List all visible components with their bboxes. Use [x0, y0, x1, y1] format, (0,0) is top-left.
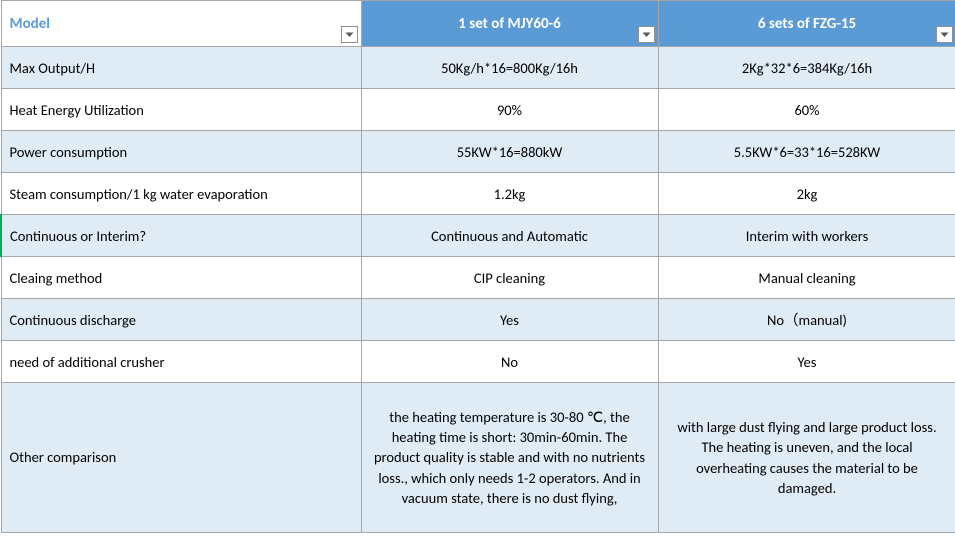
comparison-table: Model 1 set of MJY60-6 6 sets of FZG-15 … [0, 0, 955, 533]
row-label: Cleaing method [1, 257, 361, 299]
row-label: Heat Energy Utilization [1, 89, 361, 131]
row-value-fzg: 2Kg*32*6=384Kg/16h [658, 47, 955, 89]
row-label: Max Output/H [1, 47, 361, 89]
row-value-fzg: 5.5KW*6=33*16=528KW [658, 131, 955, 173]
table-row: Power consumption55KW*16=880kW5.5KW*6=33… [1, 131, 955, 173]
row-value-fzg: Manual cleaning [658, 257, 955, 299]
chevron-down-icon [940, 32, 949, 38]
table-row: Heat Energy Utilization90%60% [1, 89, 955, 131]
row-value-mjy: Yes [361, 299, 658, 341]
row-value-fzg: with large dust flying and large product… [658, 383, 955, 533]
filter-button-fzg[interactable] [936, 26, 953, 43]
header-mjy: 1 set of MJY60-6 [361, 1, 658, 47]
row-value-fzg: Interim with workers [658, 215, 955, 257]
table-header-row: Model 1 set of MJY60-6 6 sets of FZG-15 [1, 1, 955, 47]
row-value-fzg: No（manual) [658, 299, 955, 341]
row-value-mjy: 50Kg/h*16=800Kg/16h [361, 47, 658, 89]
filter-button-model[interactable] [341, 26, 358, 43]
row-label: Continuous or Interim? [1, 215, 361, 257]
header-model: Model [1, 1, 361, 47]
row-label: Power consumption [1, 131, 361, 173]
table-row: Continuous dischargeYesNo（manual) [1, 299, 955, 341]
row-value-mjy: the heating temperature is 30-80 ℃, the … [361, 383, 658, 533]
row-value-fzg: 60% [658, 89, 955, 131]
header-mjy-label: 1 set of MJY60-6 [458, 15, 561, 33]
row-value-fzg: 2kg [658, 173, 955, 215]
table-row: Cleaing methodCIP cleaningManual cleanin… [1, 257, 955, 299]
row-label: need of additional crusher [1, 341, 361, 383]
row-value-mjy: No [361, 341, 658, 383]
table-row: need of additional crusherNoYes [1, 341, 955, 383]
row-value-fzg: Yes [658, 341, 955, 383]
row-value-mjy: 90% [361, 89, 658, 131]
header-fzg-label: 6 sets of FZG-15 [758, 15, 856, 33]
row-value-mjy: 55KW*16=880kW [361, 131, 658, 173]
row-label: Steam consumption/1 kg water evaporation [1, 173, 361, 215]
chevron-down-icon [345, 32, 354, 38]
header-model-label: Model [10, 15, 50, 33]
row-label: Other comparison [1, 383, 361, 533]
row-value-mjy: 1.2kg [361, 173, 658, 215]
row-value-mjy: CIP cleaning [361, 257, 658, 299]
row-value-mjy: Continuous and Automatic [361, 215, 658, 257]
header-fzg: 6 sets of FZG-15 [658, 1, 955, 47]
chevron-down-icon [642, 32, 651, 38]
table-row: Continuous or Interim?Continuous and Aut… [1, 215, 955, 257]
row-label: Continuous discharge [1, 299, 361, 341]
filter-button-mjy[interactable] [638, 26, 655, 43]
table-body: Max Output/H50Kg/h*16=800Kg/16h2Kg*32*6=… [1, 47, 955, 533]
table-row: Other comparisonthe heating temperature … [1, 383, 955, 533]
table-row: Steam consumption/1 kg water evaporation… [1, 173, 955, 215]
table-row: Max Output/H50Kg/h*16=800Kg/16h2Kg*32*6=… [1, 47, 955, 89]
